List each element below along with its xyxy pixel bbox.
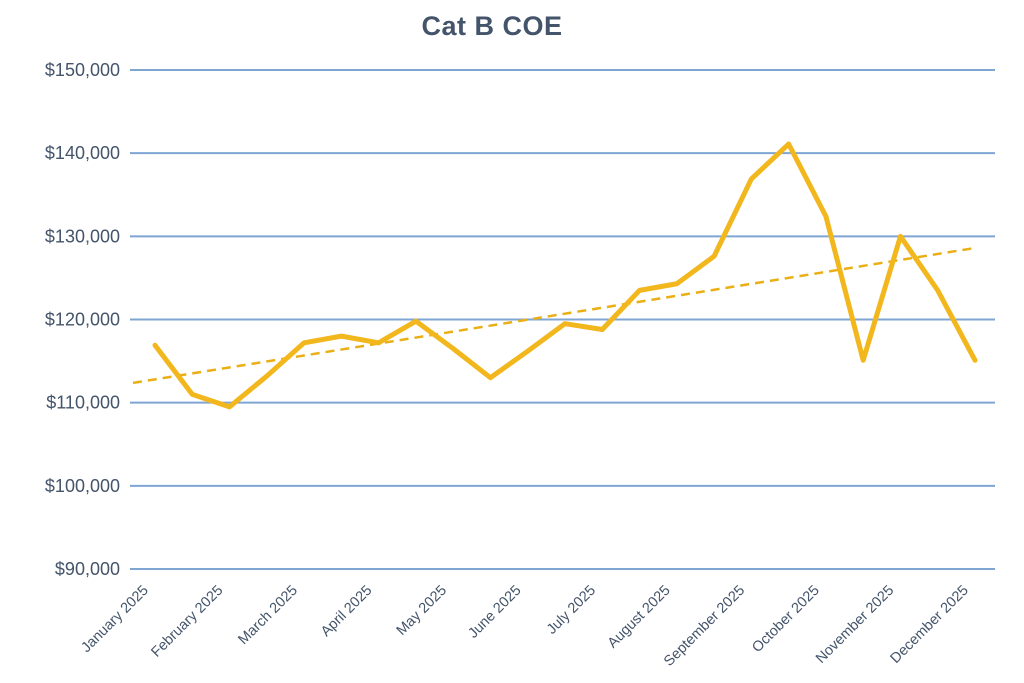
x-axis-tick-label: June 2025: [465, 583, 524, 642]
x-axis-tick-label: July 2025: [544, 583, 599, 638]
y-axis-tick-label: $110,000: [46, 393, 120, 413]
x-axis-tick-label: October 2025: [749, 583, 822, 656]
y-axis-tick-label: $150,000: [45, 60, 120, 80]
x-axis-tick-label: May 2025: [394, 583, 450, 639]
y-axis-tick-label: $140,000: [45, 143, 120, 163]
x-axis-tick-label: November 2025: [813, 583, 897, 667]
x-axis-tick-label: December 2025: [888, 583, 972, 667]
trendline: [132, 246, 976, 385]
y-axis-tick-label: $120,000: [45, 310, 120, 330]
y-axis-tick-label: $100,000: [45, 476, 120, 496]
x-axis-tick-label: September 2025: [661, 583, 748, 670]
x-axis-tick-label: February 2025: [148, 583, 226, 661]
series-line-cat-b-coe: [152, 141, 978, 410]
y-axis-tick-label: $130,000: [45, 226, 120, 246]
x-axis-tick-label: March 2025: [235, 583, 300, 648]
x-axis-tick-label: January 2025: [78, 583, 151, 656]
x-axis-tick-label: August 2025: [605, 583, 674, 652]
y-axis-tick-label: $90,000: [55, 559, 120, 579]
chart-title: Cat B COE: [421, 11, 563, 41]
x-axis-tick-label: April 2025: [318, 583, 375, 640]
